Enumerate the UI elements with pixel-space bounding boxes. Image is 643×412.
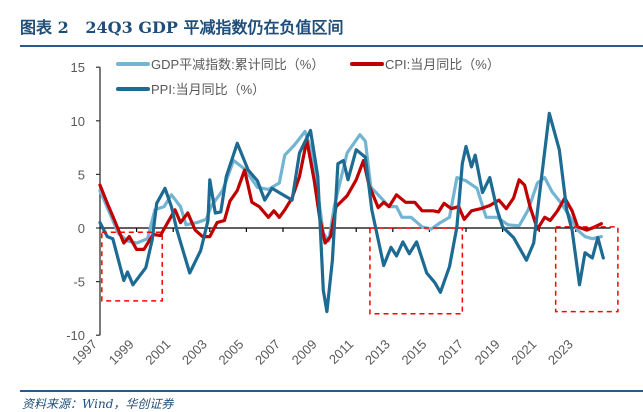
x-tick-label: 1999 [106,337,137,368]
footer-divider [20,390,643,392]
x-tick-label: 2023 [545,337,576,368]
legend-label: GDP平减指数:累计同比（%） [151,57,324,72]
y-tick-label: 10 [71,114,85,129]
series-line-0 [98,129,603,245]
negative-range-box [554,226,619,313]
series-line-1 [98,138,603,251]
x-tick-label: 2007 [252,337,283,368]
source-note: 资料来源：Wind，华创证券 [22,397,174,411]
y-tick-label: 5 [78,167,85,182]
x-tick-label: 2009 [289,337,320,368]
x-tick-label: 2017 [435,337,466,368]
x-tick-label: 2015 [398,337,429,368]
legend-label: CPI:当月同比（%） [385,57,500,72]
negative-range-box [369,227,464,315]
title-divider [20,45,643,47]
y-tick-label: -5 [73,275,85,290]
legend-label: PPI:当月同比（%） [151,82,265,97]
series-line-2 [98,111,605,314]
x-tick-label: 2019 [472,337,503,368]
x-tick-label: 2011 [326,337,356,367]
y-tick-label: 15 [71,60,85,75]
x-tick-label: 2005 [215,337,246,368]
y-tick-label: -10 [66,328,85,343]
x-tick-label: 2021 [508,337,539,368]
figure-title: 图表 2 24Q3 GDP 平减指数仍在负值区间 [20,18,344,37]
x-tick-label: 2001 [142,337,173,368]
negative-range-box [101,231,163,302]
y-tick-label: 0 [78,221,85,236]
x-tick-label: 2013 [362,337,393,368]
x-tick-label: 2003 [179,337,210,368]
